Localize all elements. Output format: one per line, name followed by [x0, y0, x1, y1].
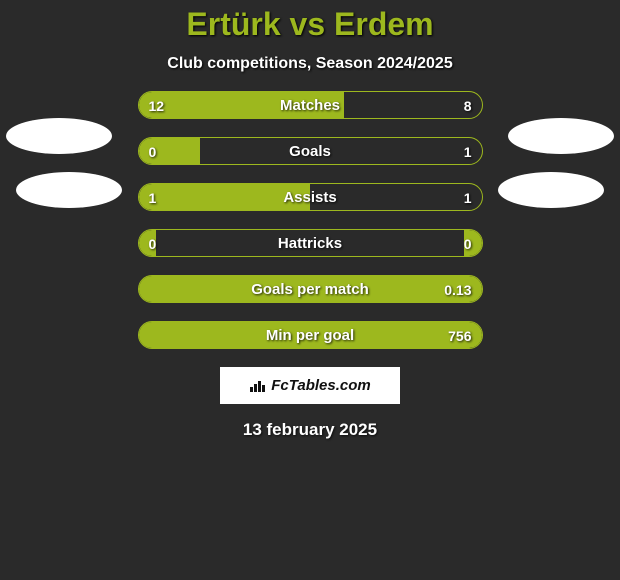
- stat-bar-matches: 128Matches: [138, 91, 483, 119]
- bar-value-right: 0.13: [444, 276, 471, 302]
- bar-fill-right: [139, 276, 482, 302]
- player-right-avatar-1: [508, 118, 614, 154]
- stat-bar-hattricks: 0 0Hattricks: [138, 229, 483, 257]
- bar-value-left: 0: [149, 138, 157, 164]
- player-right-avatar-2: [498, 172, 604, 208]
- bar-value-right: 8: [464, 92, 472, 118]
- page-title: Ertürk vs Erdem: [0, 0, 620, 43]
- bar-value-left: 1: [149, 184, 157, 210]
- bar-value-right: 0: [464, 230, 472, 256]
- stat-bar-min-per-goal: 756Min per goal: [138, 321, 483, 349]
- stat-bar-goals: 01Goals: [138, 137, 483, 165]
- page-subtitle: Club competitions, Season 2024/2025: [0, 55, 620, 73]
- bar-label: Hattricks: [139, 230, 482, 256]
- badge-text: FcTables.com: [271, 377, 370, 394]
- bar-chart-icon: [249, 379, 267, 393]
- bar-value-left: 12: [149, 92, 165, 118]
- player-left-avatar-2: [16, 172, 122, 208]
- bar-value-right: 1: [464, 184, 472, 210]
- bar-value-right: 756: [448, 322, 471, 348]
- player-left-avatar-1: [6, 118, 112, 154]
- bar-fill-left: [139, 92, 345, 118]
- bar-value-right: 1: [464, 138, 472, 164]
- stat-bar-assists: 11Assists: [138, 183, 483, 211]
- stats-bars: 128Matches01Goals11Assists00Hattricks0.1…: [138, 91, 483, 349]
- fctables-badge[interactable]: FcTables.com: [220, 367, 400, 404]
- stat-bar-goals-per-match: 0.13Goals per match: [138, 275, 483, 303]
- bar-value-left: 0: [149, 230, 157, 256]
- bar-fill-right: [139, 322, 482, 348]
- date-text: 13 february 2025: [0, 420, 620, 440]
- bar-fill-left: [139, 184, 311, 210]
